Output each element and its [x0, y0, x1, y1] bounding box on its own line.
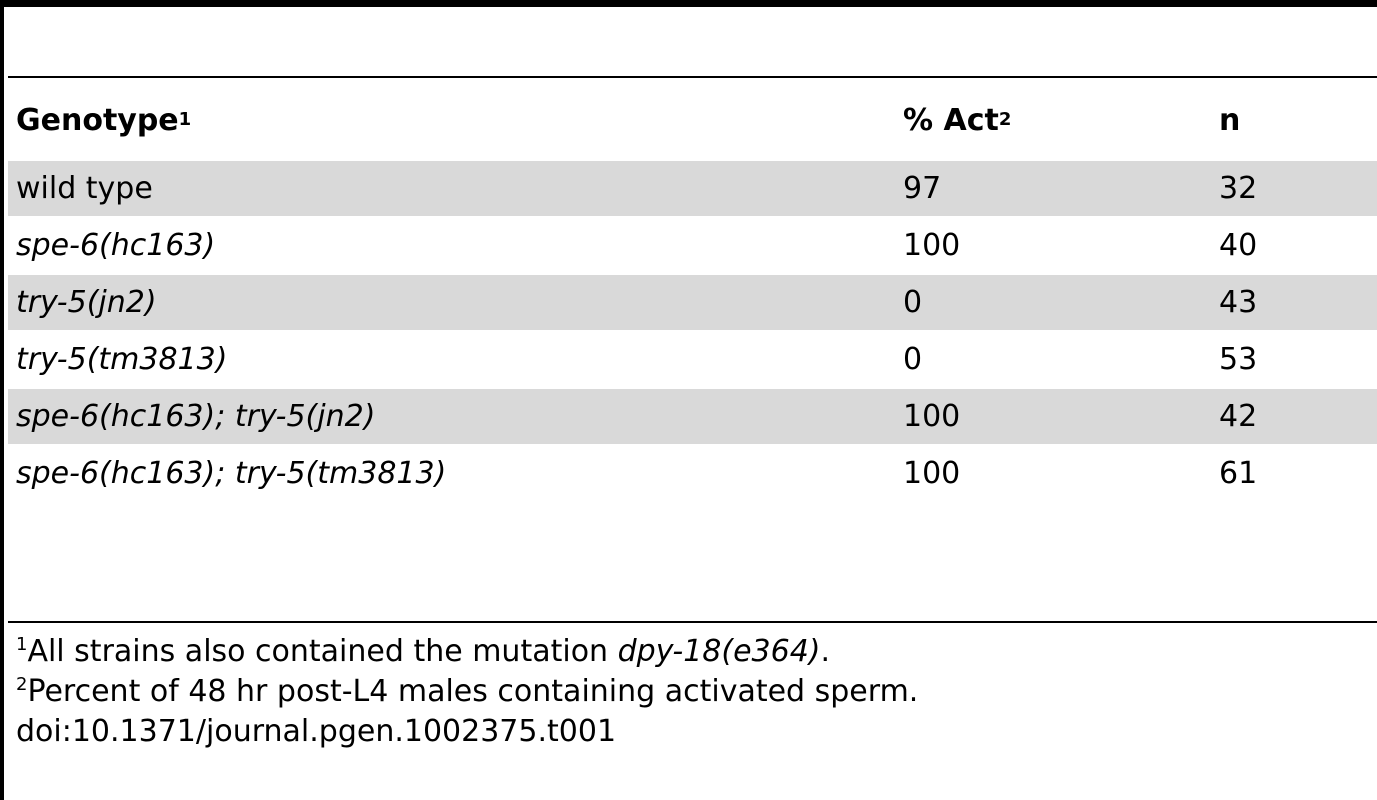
footnote-1: 1All strains also contained the mutation…: [16, 632, 918, 672]
header-act-label: % Act: [903, 102, 999, 138]
header-top-rule: [8, 76, 1377, 78]
cell-act: 100: [903, 399, 961, 434]
footnote-1-marker: 1: [16, 634, 28, 655]
cell-act: 0: [903, 285, 923, 320]
cell-genotype: spe-6(hc163); try-5(tm3813): [16, 456, 447, 491]
left-border: [0, 0, 4, 800]
footnote-1-period: .: [820, 634, 831, 669]
footnote-2-marker: 2: [16, 674, 28, 695]
cell-genotype: spe-6(hc163); try-5(jn2): [16, 399, 376, 434]
footnote-2: 2Percent of 48 hr post-L4 males containi…: [16, 672, 918, 712]
table-row: spe-6(hc163); try-5(tm3813) 100 61: [8, 444, 1377, 501]
cell-n: 61: [1219, 456, 1258, 491]
header-genotype-label: Genotype: [16, 102, 179, 138]
table-body: wild type 97 32 spe-6(hc163) 100 40 try-5(jn2)…: [8, 159, 1377, 501]
cell-n: 53: [1219, 342, 1258, 377]
cell-n: 32: [1219, 171, 1258, 206]
table-bottom-rule: [8, 621, 1377, 623]
table-row: try-5(jn2) 0 43: [8, 273, 1377, 330]
header-n: n: [1219, 78, 1240, 158]
footnote-2-text: Percent of 48 hr post-L4 males containin…: [27, 674, 919, 709]
cell-n: 42: [1219, 399, 1258, 434]
table-row: try-5(tm3813) 0 53: [8, 330, 1377, 387]
cell-genotype: spe-6(hc163): [16, 228, 216, 263]
header-act: % Act 2: [903, 102, 1012, 138]
table-footnotes: 1All strains also contained the mutation…: [16, 632, 918, 752]
cell-act: 97: [903, 171, 942, 206]
cell-act: 100: [903, 228, 961, 263]
table-header-row: Genotype 1 % Act 2 n: [8, 78, 1377, 159]
footnote-1-text: All strains also contained the mutation: [27, 634, 618, 669]
doi-line: doi:10.1371/journal.pgen.1002375.t001: [16, 714, 617, 749]
cell-act: 100: [903, 456, 961, 491]
table-row: spe-6(hc163) 100 40: [8, 216, 1377, 273]
data-table: Genotype 1 % Act 2 n wild type 97 32 spe-6(hc…: [8, 78, 1377, 501]
cell-genotype: try-5(tm3813): [16, 342, 228, 377]
cell-n: 40: [1219, 228, 1258, 263]
table-row: wild type 97 32: [8, 159, 1377, 216]
cell-act: 0: [903, 342, 923, 377]
cell-n: 43: [1219, 285, 1258, 320]
cell-genotype: try-5(jn2): [16, 285, 157, 320]
table-row: spe-6(hc163); try-5(jn2) 100 42: [8, 387, 1377, 444]
header-genotype: Genotype 1: [16, 102, 192, 138]
top-rule: [0, 0, 1377, 7]
footnote-1-mutation: dpy-18(e364): [617, 634, 821, 669]
header-n-label: n: [1219, 102, 1241, 138]
cell-genotype: wild type: [16, 171, 153, 206]
